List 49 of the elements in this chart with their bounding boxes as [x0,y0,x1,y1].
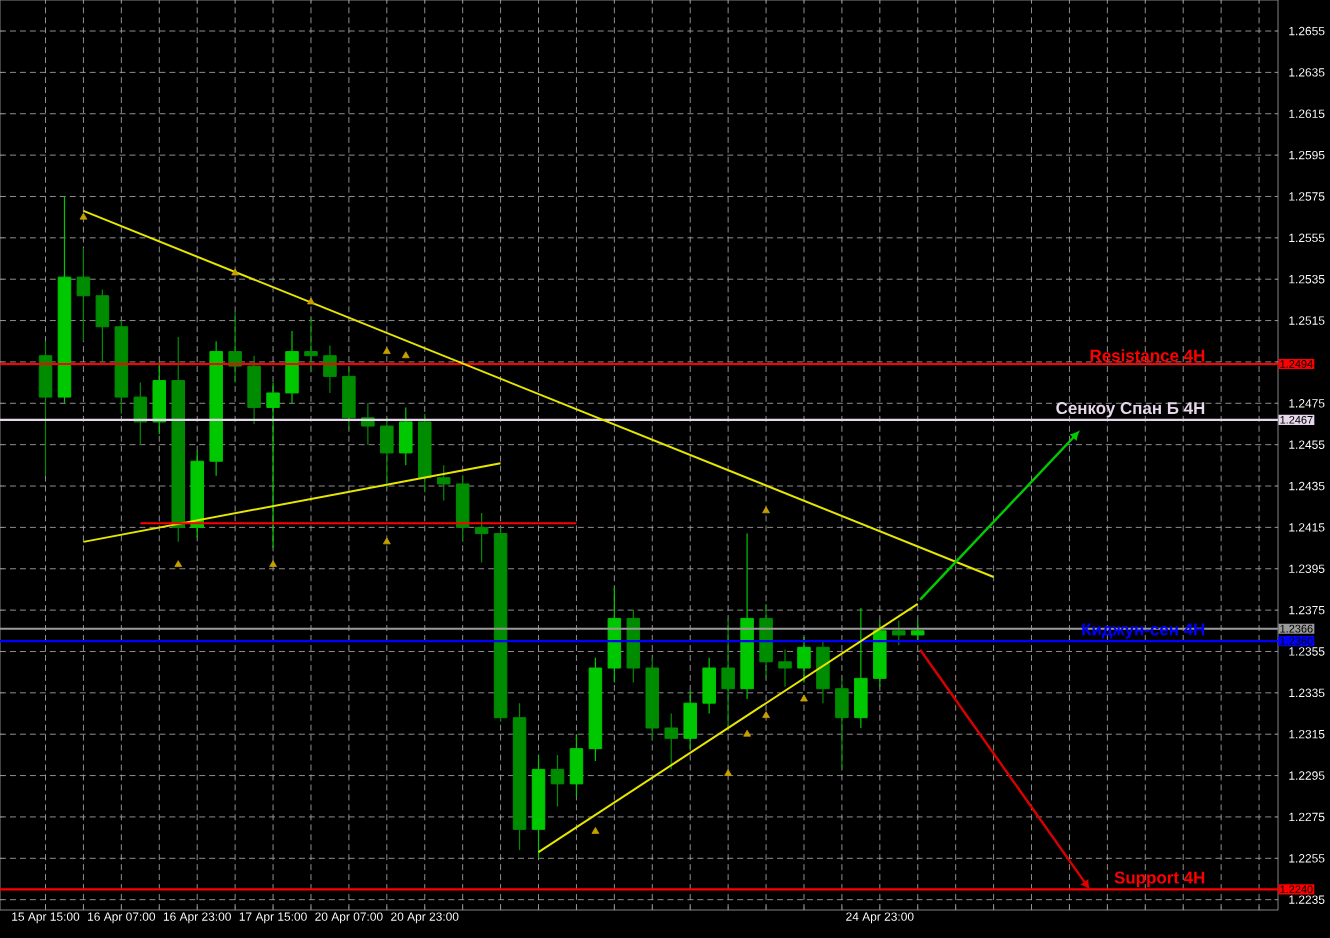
candlestick [266,382,280,549]
candlestick [228,311,242,384]
candlestick [892,619,906,646]
point [174,560,183,567]
candlestick [797,636,811,684]
candlestick [910,619,925,642]
point [762,711,770,718]
point [269,560,277,567]
candlestick [342,367,356,431]
candlestick [683,690,697,750]
candlestick [759,603,773,679]
candlestick [474,512,489,564]
ref-line-label: Resistance 4H [1090,349,1205,362]
candlestick [399,406,413,466]
point [724,769,732,776]
candlestick [702,657,716,715]
candlestick [778,648,792,688]
candlestick [95,288,110,363]
point [743,729,751,737]
point [231,268,239,276]
candlestick [664,712,678,770]
point [382,537,391,545]
ref-line-label: Сенкоу Спан Б 4H [1056,402,1205,418]
candlestick [436,464,451,502]
candlestick [550,754,565,808]
candlestick [835,677,849,770]
point [382,347,391,354]
candlestick [455,475,470,543]
candlestick [380,417,394,489]
point [591,827,600,834]
ref-line-label: Support 4H [1114,871,1205,887]
candlestick [247,355,261,425]
point [762,506,770,514]
candlestick [721,617,735,729]
candlestick [304,315,318,373]
candlestick [133,382,148,446]
candlestick [323,344,337,394]
point [307,297,315,305]
candlestick [873,619,887,688]
candlestick [569,733,584,797]
candlestick [816,640,830,704]
candlestick [76,247,91,342]
point [800,694,808,702]
point [401,351,410,359]
candlestick [38,340,53,477]
candlestick [152,361,167,435]
point [79,212,88,220]
candlestick [854,607,868,729]
candlestick [285,330,299,404]
